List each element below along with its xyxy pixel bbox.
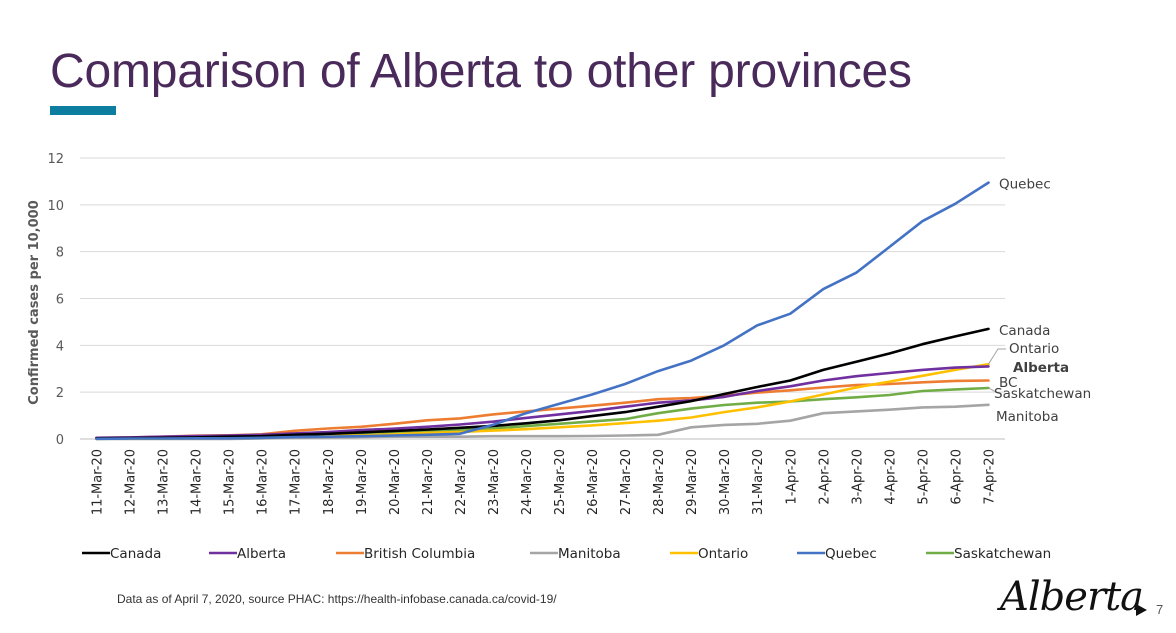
legend-label: Alberta xyxy=(237,546,286,562)
legend-label: Ontario xyxy=(698,546,748,562)
x-tick-label: 11-Mar-20 xyxy=(91,449,106,515)
series-end-label: Quebec xyxy=(999,177,1051,193)
x-tick-label: 17-Mar-20 xyxy=(289,449,304,515)
leader-line xyxy=(988,348,1006,365)
y-tick-label: 6 xyxy=(56,293,64,308)
series-end-label: Canada xyxy=(999,323,1050,339)
x-tick-label: 24-Mar-20 xyxy=(520,449,535,515)
x-tick-label: 5-Apr-20 xyxy=(916,449,931,505)
x-tick-label: 29-Mar-20 xyxy=(685,449,700,515)
series-end-label: Ontario xyxy=(1009,341,1059,357)
legend-label: Manitoba xyxy=(558,546,621,562)
x-tick-label: 27-Mar-20 xyxy=(619,449,634,515)
legend-label: Saskatchewan xyxy=(954,546,1051,562)
x-tick-label: 31-Mar-20 xyxy=(751,449,766,515)
x-tick-label: 4-Apr-20 xyxy=(883,449,898,505)
legend-label: Quebec xyxy=(825,546,877,562)
leader-line xyxy=(988,387,997,393)
x-tick-label: 16-Mar-20 xyxy=(256,449,271,515)
x-tick-label: 19-Mar-20 xyxy=(355,449,370,515)
x-tick-label: 28-Mar-20 xyxy=(652,449,667,515)
x-tick-label: 22-Mar-20 xyxy=(454,449,469,515)
series-end-label: Manitoba xyxy=(996,409,1059,425)
x-tick-label: 6-Apr-20 xyxy=(949,449,964,505)
series-end-label: Alberta xyxy=(1013,360,1069,376)
x-tick-label: 30-Mar-20 xyxy=(718,449,733,515)
chart-series xyxy=(95,181,990,441)
title-accent-bar xyxy=(50,106,116,115)
x-tick-label: 12-Mar-20 xyxy=(124,449,139,515)
x-tick-label: 26-Mar-20 xyxy=(586,449,601,515)
grid-lines xyxy=(80,157,1005,393)
legend-label: British Columbia xyxy=(364,546,475,562)
x-tick-label: 14-Mar-20 xyxy=(190,449,205,515)
x-tick-label: 1-Apr-20 xyxy=(784,449,799,505)
y-tick-label: 4 xyxy=(56,339,64,354)
series-end-label: BC xyxy=(999,375,1017,391)
chart-legend: Canada Alberta British Columbia Manitoba Ont… xyxy=(82,546,1051,562)
x-tick-label: 20-Mar-20 xyxy=(388,449,403,515)
x-tick-label: 15-Mar-20 xyxy=(223,449,238,515)
x-tick-label: 3-Apr-20 xyxy=(850,449,865,505)
chart-axes: 0 2 4 6 8 10 12 11-Mar-20 12-Mar-20 13-Mar-20 14-M… xyxy=(27,152,1005,515)
logo-mark-icon xyxy=(1136,604,1147,616)
x-tick-label: 7-Apr-20 xyxy=(982,449,997,505)
y-tick-label: 10 xyxy=(47,199,64,214)
series-line-canada xyxy=(95,327,990,440)
x-tick-label: 2-Apr-20 xyxy=(817,449,832,505)
x-tick-label: 21-Mar-20 xyxy=(421,449,436,515)
alberta-logo: Alberta xyxy=(1000,574,1144,620)
y-tick-label: 12 xyxy=(47,152,64,167)
x-tick-label: 23-Mar-20 xyxy=(487,449,502,515)
y-tick-label: 2 xyxy=(56,386,64,401)
series-line-quebec xyxy=(95,181,990,441)
y-tick-label: 8 xyxy=(56,246,64,261)
series-line-saskatchewan xyxy=(95,386,990,441)
legend-label: Canada xyxy=(110,546,161,562)
x-tick-label: 18-Mar-20 xyxy=(322,449,337,515)
source-note: Data as of April 7, 2020, source PHAC: h… xyxy=(117,592,557,606)
y-axis-title: Confirmed cases per 10,000 xyxy=(27,200,42,405)
slide-title: Comparison of Alberta to other provinces xyxy=(50,45,912,98)
y-tick-label: 0 xyxy=(56,433,64,448)
x-tick-label: 13-Mar-20 xyxy=(157,449,172,515)
page-number: 7 xyxy=(1156,602,1164,617)
series-end-label: Saskatchewan xyxy=(994,386,1091,402)
x-tick-label: 25-Mar-20 xyxy=(553,449,568,515)
